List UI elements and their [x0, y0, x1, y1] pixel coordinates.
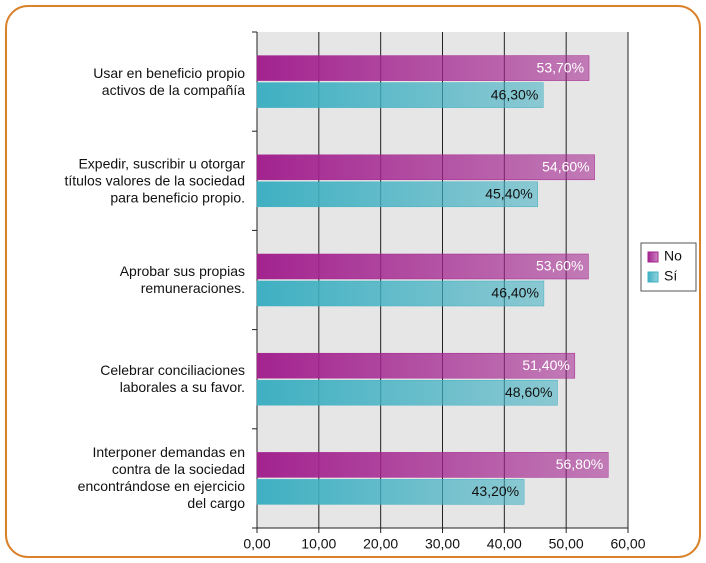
bar — [256, 181, 538, 208]
value-label: 43,20% — [472, 483, 519, 499]
value-label: 51,40% — [522, 357, 569, 373]
value-label: 46,30% — [491, 86, 538, 102]
legend-label: No — [664, 248, 682, 264]
value-label: 53,70% — [537, 59, 584, 75]
category-label: Aprobar sus propias remuneraciones. — [119, 263, 245, 296]
value-label: 48,60% — [505, 384, 552, 400]
bar — [256, 253, 589, 280]
x-tick-label: 60,00 — [610, 536, 645, 552]
category-label: Usar en beneficio propio activos de la c… — [93, 64, 245, 98]
bar — [256, 479, 525, 505]
x-tick-label: 30,00 — [425, 536, 460, 552]
bar — [256, 280, 545, 307]
legend-swatch — [647, 271, 659, 283]
bar — [256, 452, 609, 478]
value-label: 45,40% — [485, 186, 532, 202]
value-label: 54,60% — [542, 159, 589, 175]
x-tick-label: 40,00 — [487, 536, 522, 552]
x-tick-label: 50,00 — [549, 536, 584, 552]
x-tick-label: 0,00 — [243, 536, 270, 552]
category-label: Celebrar conciliaciones laborales a su f… — [100, 362, 245, 396]
legend-box — [640, 242, 697, 292]
category-label: Interponer demandas en contra de la soci… — [77, 444, 245, 512]
value-label: 53,60% — [536, 258, 583, 274]
bar — [256, 379, 558, 406]
x-tick-label: 20,00 — [363, 536, 398, 552]
x-tick-label: 10,00 — [301, 536, 336, 552]
category-label: Expedir, suscribir u otorgar títulos val… — [64, 155, 245, 206]
value-label: 56,80% — [556, 456, 603, 472]
legend-label: Sí — [664, 268, 677, 284]
bar — [256, 82, 544, 108]
value-label: 46,40% — [491, 285, 538, 301]
bar — [256, 55, 590, 81]
bar — [256, 352, 576, 379]
bar — [256, 154, 595, 181]
legend-swatch — [647, 251, 659, 263]
